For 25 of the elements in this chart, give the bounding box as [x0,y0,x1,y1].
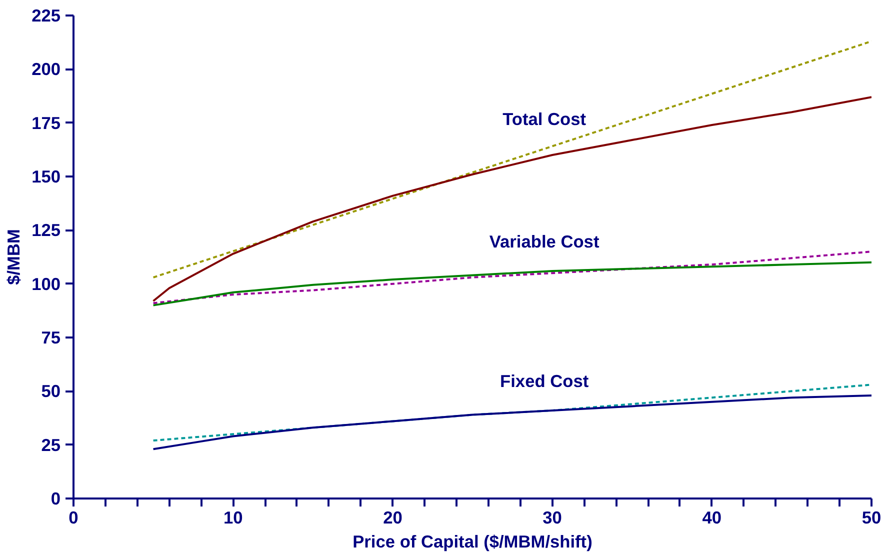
line-series [152,96,872,302]
y-tick-label: 175 [32,112,61,133]
x-tick-label: 40 [702,508,722,528]
line-series [152,394,872,450]
line-series [152,250,872,304]
x-tick-label: 30 [542,508,562,528]
x-tick-label: 50 [862,508,882,528]
annotation: Fixed Cost [500,370,589,391]
x-tick-label: 0 [68,508,78,528]
y-tick-label: 100 [32,274,61,294]
y-tick-label: 125 [32,220,61,240]
annotation: Variable Cost [489,231,600,252]
x-tick-label: 10 [223,508,243,528]
x-axis-title: Price of Capital ($/MBM/shift) [352,532,592,552]
x-tick-label: 20 [383,508,402,528]
annotation: Total Cost [502,108,586,129]
line-series [152,261,872,306]
y-tick-label: 150 [32,166,61,186]
y-tick-label: 225 [32,6,61,26]
y-tick-label: 0 [50,488,61,508]
y-axis-title: $/MBM [4,229,24,285]
y-tick-label: 25 [41,434,61,455]
y-tick-label: 200 [32,59,61,80]
y-tick-label: 50 [41,381,61,402]
y-tick-label: 75 [41,328,61,348]
